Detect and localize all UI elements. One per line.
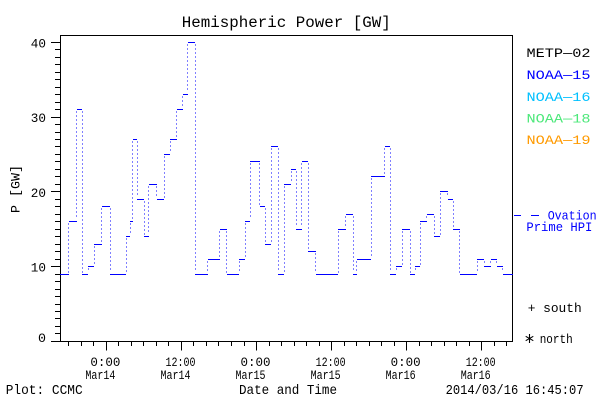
- svg-text:20: 20: [31, 186, 46, 201]
- svg-text:Date and Time: Date and Time: [239, 383, 337, 399]
- svg-text:Mar14: Mar14: [85, 369, 115, 383]
- svg-text:Mar15: Mar15: [311, 369, 341, 383]
- svg-text:NOAA—19: NOAA—19: [527, 133, 591, 148]
- svg-text:METP—02: METP—02: [527, 46, 591, 61]
- svg-text:P [GW]: P [GW]: [9, 165, 24, 213]
- svg-text:NOAA—15: NOAA—15: [527, 68, 591, 83]
- svg-text:40: 40: [31, 36, 46, 51]
- svg-text:0: 0: [38, 331, 46, 346]
- svg-text:0:00: 0:00: [391, 356, 421, 370]
- svg-text:NOAA—18: NOAA—18: [527, 112, 591, 127]
- svg-text:north: north: [540, 332, 573, 347]
- svg-text:Mar16: Mar16: [461, 369, 491, 383]
- svg-text:12:00: 12:00: [166, 356, 196, 370]
- svg-text:0:00: 0:00: [90, 356, 120, 370]
- svg-text:Hemispheric Power [GW]: Hemispheric Power [GW]: [182, 14, 391, 32]
- svg-text:Mar16: Mar16: [386, 369, 416, 383]
- svg-text:Plot: CCMC: Plot: CCMC: [6, 383, 83, 399]
- svg-text:Prime HPI: Prime HPI: [526, 221, 592, 235]
- svg-text:12:00: 12:00: [316, 356, 346, 370]
- svg-text:12:00: 12:00: [466, 356, 496, 370]
- svg-text:2014/03/16 16:45:07: 2014/03/16 16:45:07: [446, 383, 584, 399]
- svg-text:Mar14: Mar14: [161, 369, 191, 383]
- svg-text:10: 10: [31, 261, 46, 276]
- svg-text:Ovation: Ovation: [548, 210, 597, 224]
- svg-text:30: 30: [31, 111, 46, 126]
- svg-text:Mar15: Mar15: [236, 369, 266, 383]
- svg-text:NOAA—16: NOAA—16: [527, 90, 591, 105]
- svg-text:+ south: + south: [528, 301, 582, 316]
- svg-text:0:00: 0:00: [241, 356, 271, 370]
